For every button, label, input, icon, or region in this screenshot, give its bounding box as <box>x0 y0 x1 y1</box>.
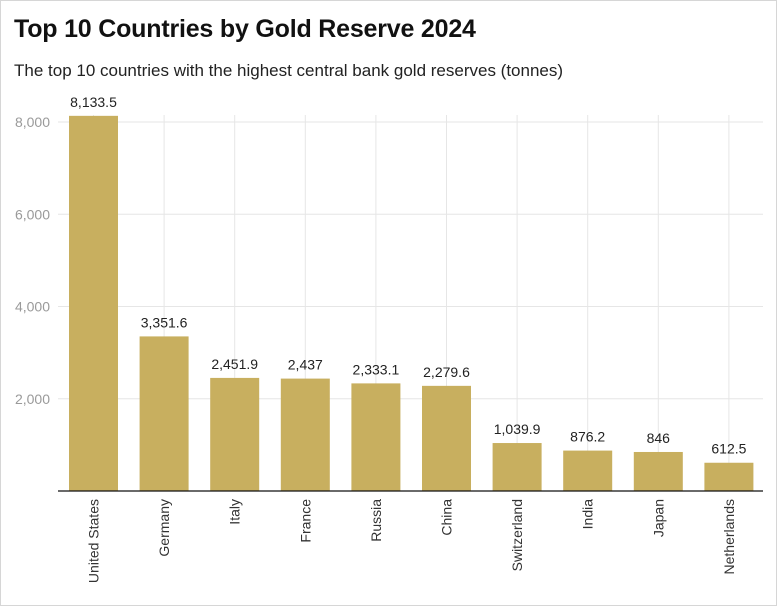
data-labels: 8,133.5 3,351.6 2,451.9 2,437 2,333.1 2,279.6… <box>70 94 746 457</box>
y-axis-ticks: 2,000 4,000 6,000 8,000 <box>15 114 50 407</box>
y-tick-label: 6,000 <box>15 206 50 222</box>
x-tick-label: United States <box>86 499 102 583</box>
x-tick-label: India <box>580 499 596 530</box>
data-label: 612.5 <box>711 441 746 457</box>
data-label: 2,279.6 <box>423 364 470 380</box>
bar-china <box>422 385 471 491</box>
bar-india <box>563 450 613 491</box>
y-tick-label: 2,000 <box>15 391 50 407</box>
bar-japan <box>633 451 683 491</box>
x-tick-label: France <box>297 499 313 543</box>
data-label: 2,333.1 <box>353 361 400 377</box>
bar-france <box>280 378 330 491</box>
data-label: 2,451.9 <box>211 356 258 372</box>
x-tick-label: Switzerland <box>509 499 525 571</box>
chart-subtitle: The top 10 countries with the highest ce… <box>14 61 564 80</box>
bar-russia <box>351 383 401 491</box>
x-axis-ticks: United States Germany Italy France Russia Chi… <box>86 499 737 583</box>
x-tick-label: Italy <box>227 499 243 525</box>
data-label: 1,039.9 <box>494 421 541 437</box>
x-tick-label: Netherlands <box>721 499 737 575</box>
bar-italy <box>210 377 260 491</box>
chart-title: Top 10 Countries by Gold Reserve 2024 <box>14 15 476 43</box>
data-label: 846 <box>647 430 671 446</box>
bar-germany <box>139 336 189 491</box>
bars <box>69 115 754 491</box>
data-label: 3,351.6 <box>141 314 188 330</box>
x-tick-label: China <box>439 499 455 536</box>
bar-netherlands <box>704 462 754 491</box>
x-tick-label: Japan <box>650 499 666 537</box>
x-tick-label: Germany <box>156 499 172 557</box>
y-tick-label: 4,000 <box>15 299 50 315</box>
data-label: 2,437 <box>288 357 323 373</box>
bar-switzerland <box>492 443 542 491</box>
y-tick-label: 8,000 <box>15 114 50 130</box>
bar-united-states <box>69 115 118 491</box>
data-label: 8,133.5 <box>70 94 117 110</box>
data-label: 876.2 <box>570 429 605 445</box>
x-tick-label: Russia <box>368 499 384 542</box>
